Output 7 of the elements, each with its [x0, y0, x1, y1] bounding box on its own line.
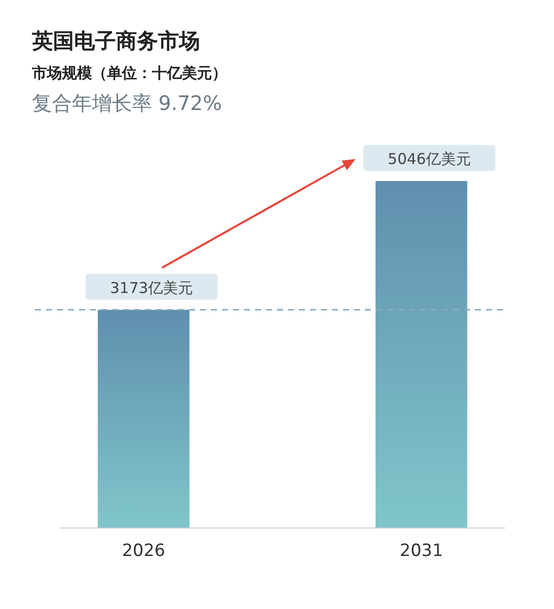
chart-subtitle: 市场规模（单位：十亿美元）	[31, 64, 227, 82]
data-label: 5046亿美元	[388, 150, 471, 168]
text: 复合年增长率 9.72%	[32, 91, 222, 115]
x-tick-label: 2031	[400, 541, 444, 561]
x-tick-label: 2026	[122, 541, 166, 561]
data-label: 3173亿美元	[110, 278, 194, 297]
chart-title: 英国电子商务市场	[31, 29, 200, 53]
